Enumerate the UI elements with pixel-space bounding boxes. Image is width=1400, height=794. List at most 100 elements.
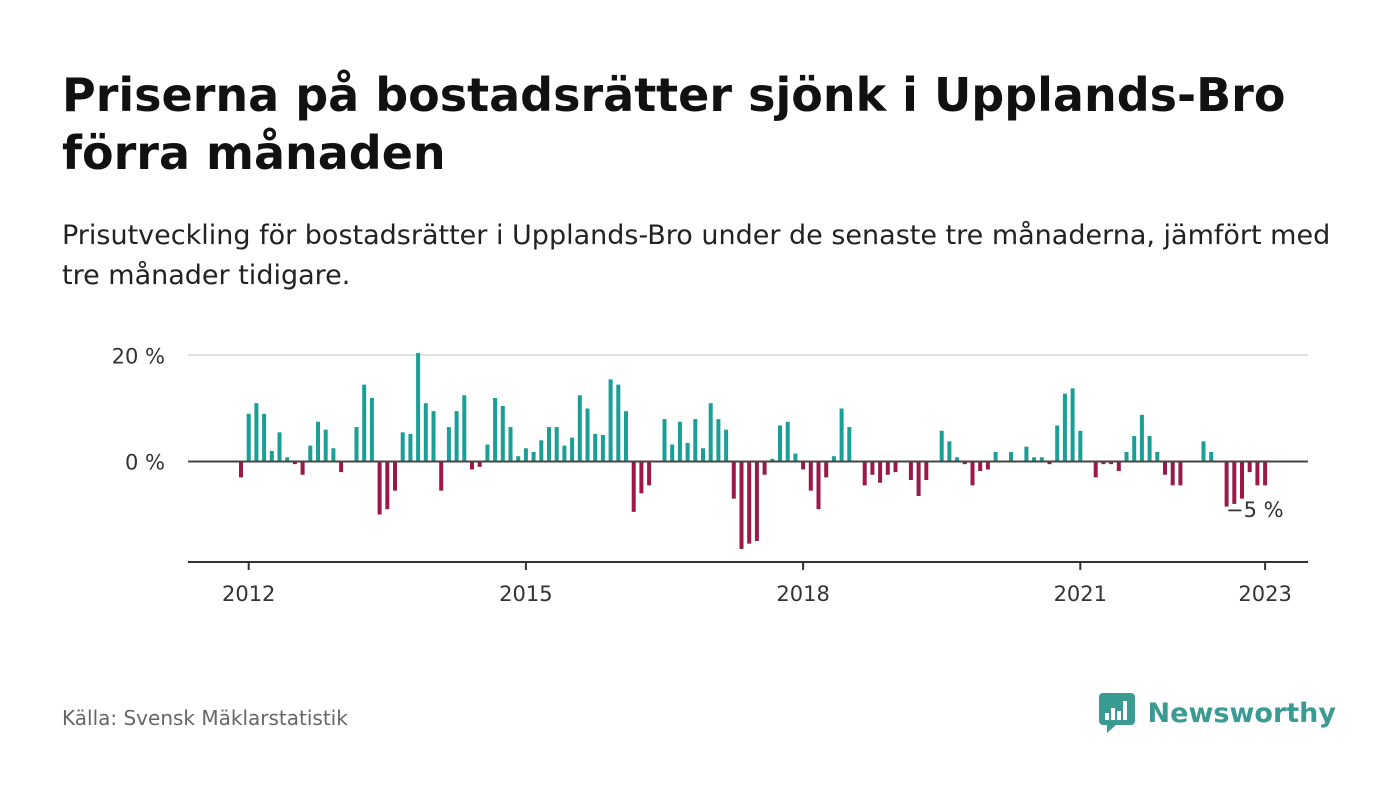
bar xyxy=(308,445,313,462)
x-tick-label: 2021 xyxy=(1054,582,1107,606)
bar xyxy=(677,421,682,462)
bar xyxy=(254,403,259,462)
bar xyxy=(793,453,798,462)
bar xyxy=(339,461,344,473)
bar xyxy=(1093,461,1098,478)
bar xyxy=(1101,461,1106,465)
bar xyxy=(993,451,998,462)
bar xyxy=(754,461,759,541)
bar xyxy=(577,395,582,462)
bar xyxy=(639,461,644,494)
bar xyxy=(323,429,328,462)
bar xyxy=(1247,461,1252,473)
bar xyxy=(262,413,267,462)
bar xyxy=(531,451,536,462)
bar xyxy=(292,461,297,465)
bar xyxy=(939,430,944,462)
bar xyxy=(416,352,421,462)
bar xyxy=(955,457,960,462)
bar xyxy=(908,461,913,481)
bar xyxy=(801,461,806,470)
bar xyxy=(1124,451,1129,462)
source-note: Källa: Svensk Mäklarstatistik xyxy=(62,706,348,730)
x-axis-ticks: 2012 2015 2018 2021 2023 xyxy=(222,562,1292,606)
bar xyxy=(824,461,829,478)
newsworthy-bar-chart-speech-bubble-icon xyxy=(1098,693,1135,733)
bar xyxy=(554,427,559,462)
bar xyxy=(400,432,405,462)
bar xyxy=(616,384,621,462)
bar xyxy=(439,461,444,491)
bar xyxy=(1139,414,1144,462)
chart-title: Priserna på bostadsrätter sjönk i Upplan… xyxy=(62,68,1286,180)
x-tick-label: 2023 xyxy=(1238,582,1291,606)
bars-group xyxy=(239,352,1268,549)
bar xyxy=(1047,461,1052,465)
x-tick-label: 2012 xyxy=(222,582,275,606)
bar xyxy=(316,421,320,462)
bar xyxy=(562,445,567,462)
bar xyxy=(1062,393,1067,462)
bar xyxy=(701,448,705,462)
bar xyxy=(1209,451,1214,462)
bar xyxy=(893,461,898,473)
bar xyxy=(608,379,613,462)
bar xyxy=(369,397,374,462)
bar xyxy=(362,384,367,462)
bar xyxy=(1224,461,1229,507)
bar xyxy=(816,461,821,510)
bar xyxy=(739,461,744,549)
bar xyxy=(1232,461,1237,504)
bar xyxy=(831,456,836,462)
bar xyxy=(847,427,852,462)
brand-name: Newsworthy xyxy=(1147,697,1336,729)
bar xyxy=(393,461,397,491)
bar xyxy=(1132,436,1137,462)
bar xyxy=(770,458,775,462)
x-tick-label: 2015 xyxy=(499,582,552,606)
bar xyxy=(978,461,983,472)
bar xyxy=(485,444,490,462)
bar xyxy=(670,444,675,462)
bar xyxy=(547,427,551,462)
bar xyxy=(285,457,290,462)
bar xyxy=(916,461,921,496)
bar xyxy=(685,442,690,462)
bar xyxy=(570,437,575,462)
bar xyxy=(1263,461,1268,486)
bar xyxy=(662,419,667,462)
last-value-label: −5 % xyxy=(1226,498,1284,522)
bar xyxy=(1055,425,1060,462)
bar xyxy=(1255,461,1260,486)
bar xyxy=(539,440,544,462)
bar xyxy=(708,403,713,462)
bar xyxy=(808,461,813,491)
y-axis-labels: 0 % 20 % xyxy=(112,345,165,475)
bar xyxy=(585,408,590,462)
bar xyxy=(246,413,251,462)
bar xyxy=(446,427,451,462)
bar xyxy=(862,461,867,486)
bar xyxy=(985,461,990,470)
bar xyxy=(1116,461,1121,472)
bar xyxy=(431,411,436,462)
bar xyxy=(300,461,305,475)
bar xyxy=(508,427,513,462)
bar xyxy=(1024,446,1029,462)
brand-logo: Newsworthy xyxy=(1098,692,1336,734)
bar xyxy=(600,435,605,462)
bar xyxy=(477,461,482,467)
y-tick-label: 20 % xyxy=(112,345,165,369)
bar xyxy=(1009,451,1013,462)
bar xyxy=(924,461,929,481)
bar xyxy=(731,461,736,499)
bar xyxy=(1155,451,1160,462)
bar xyxy=(500,405,505,462)
bar xyxy=(747,461,752,544)
bar xyxy=(778,425,782,462)
bar xyxy=(1078,430,1083,462)
bar xyxy=(1147,436,1152,462)
bar xyxy=(1070,388,1075,462)
bar xyxy=(724,429,729,462)
